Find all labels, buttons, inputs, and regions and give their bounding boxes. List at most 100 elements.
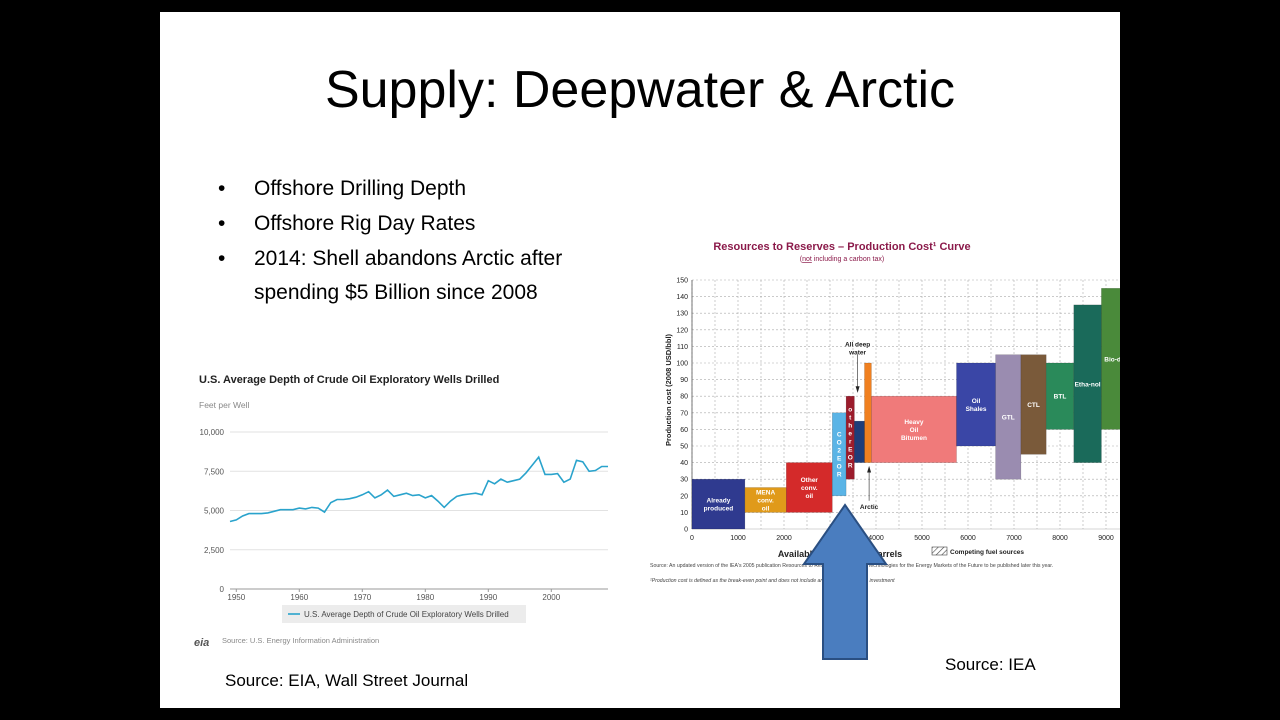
chart-subtitle: (not including a carbon tax)	[800, 256, 884, 263]
cost-block-rect	[854, 420, 865, 463]
cost-block: Bio-diesel	[1101, 288, 1120, 430]
y-tick-label: 50	[680, 444, 688, 451]
bullet-text: 2014: Shell abandons Arctic after spendi…	[254, 247, 563, 304]
y-tick-label: 100	[676, 361, 688, 368]
x-tick-label: 8000	[1052, 535, 1068, 542]
cost-block-rect	[1073, 304, 1102, 463]
y-tick-label: 0	[220, 585, 225, 594]
iea-cost-curve-chart: Resources to Reserves – Production Cost¹…	[650, 241, 1120, 584]
annotation-label: Arctic	[860, 504, 879, 511]
cost-block: Heavy Oil Bitumen	[871, 395, 957, 463]
y-tick-label: 150	[676, 278, 688, 285]
y-tick-label: 110	[677, 344, 688, 351]
chart-title: Resources to Reserves – Production Cost¹…	[713, 241, 970, 253]
cost-block-label: Heavy Oil Bitumen	[901, 419, 927, 442]
cost-block-label: BTL	[1054, 394, 1067, 401]
source-left: Source: EIA, Wall Street Journal	[225, 671, 469, 690]
y-axis-label: Production cost (2008 USD/bbl)	[664, 333, 673, 446]
y-tick-label: 10,000	[200, 428, 225, 437]
chart-title: U.S. Average Depth of Crude Oil Explorat…	[199, 374, 499, 386]
cost-block-label: MENA conv. oil	[756, 489, 775, 512]
y-tick-label: 2,500	[204, 546, 225, 555]
y-tick-label: 20	[680, 493, 688, 500]
legend-label: U.S. Average Depth of Crude Oil Explorat…	[304, 610, 509, 619]
x-tick-label: 0	[690, 535, 694, 542]
cost-block-label: Etha-nol	[1075, 381, 1101, 388]
cost-block-rect	[871, 395, 957, 463]
cost-block-label: Other conv. oil	[801, 477, 819, 500]
y-axis-label: Feet per Well	[199, 400, 250, 410]
y-tick-label: 140	[676, 294, 688, 301]
eia-logo: eia	[194, 637, 209, 649]
cost-block-label: Bio-diesel	[1104, 356, 1120, 363]
cost-block: Other conv. oil	[786, 462, 833, 513]
cost-block-rect	[1020, 354, 1047, 455]
cost-block: Etha-nol	[1073, 304, 1102, 463]
x-tick-label: 6000	[960, 535, 976, 542]
y-tick-label: 60	[680, 427, 688, 434]
cost-block-rect	[864, 362, 872, 463]
y-tick-label: 7,500	[204, 467, 225, 476]
x-tick-label: 4000	[868, 535, 884, 542]
y-tick-label: 130	[676, 311, 688, 318]
cost-block: Oil Shales	[956, 362, 996, 447]
cost-block-rect	[1045, 362, 1075, 430]
slide: Supply: Deepwater & Arctic • Offshore Dri…	[160, 12, 1120, 708]
y-tick-label: 90	[680, 377, 688, 384]
slide-title: Supply: Deepwater & Arctic	[324, 61, 956, 119]
bullet-item: • Offshore Rig Day Rates	[218, 212, 476, 235]
cost-block: CTL	[1020, 354, 1047, 455]
y-tick-label: 5,000	[204, 507, 225, 516]
series-line	[229, 455, 608, 523]
chart-footnote: ¹Production cost is defined as the break…	[650, 578, 895, 584]
annotation-arrowhead	[855, 386, 860, 393]
legend-swatch	[931, 546, 948, 556]
arrow-up-icon	[802, 503, 888, 660]
y-tick-label: 120	[676, 327, 688, 334]
x-tick-label: 7000	[1006, 535, 1022, 542]
y-tick-label: 80	[680, 394, 688, 401]
cost-block-label: GTL	[1002, 414, 1015, 421]
cost-block-label: CTL	[1027, 402, 1040, 409]
annotation-arrowhead	[867, 465, 872, 473]
cost-block-rect	[691, 478, 746, 530]
cost-block-label: Oil Shales	[966, 398, 987, 413]
legend-label: Competing fuel sources	[950, 549, 1024, 556]
y-tick-label: 10	[680, 510, 688, 517]
y-tick-label: 0	[684, 527, 688, 534]
cost-block-label: Already produced	[704, 498, 734, 513]
y-tick-label: 40	[680, 460, 688, 467]
legend-box	[282, 605, 526, 623]
cost-block-rect	[744, 487, 787, 513]
cost-block	[864, 362, 872, 463]
cost-block-rect	[786, 462, 833, 513]
cost-block	[854, 420, 865, 463]
bullet-list: • Offshore Drilling Depth • Offshore Rig D…	[212, 172, 632, 311]
x-tick-label: 1990	[479, 593, 497, 602]
bullet-item: • 2014: Shell abandons Arctic after spend…	[218, 247, 563, 304]
x-tick-label: 2000	[776, 535, 792, 542]
cost-block-rect	[995, 354, 1022, 480]
y-tick-label: 70	[680, 410, 688, 417]
x-tick-label: 2000	[542, 593, 560, 602]
cost-block: BTL	[1045, 362, 1075, 430]
cost-block: Already produced	[691, 478, 746, 530]
annotation-label: All deep water	[845, 341, 870, 356]
bullet-item: • Offshore Drilling Depth	[218, 177, 467, 200]
x-tick-label: 1950	[227, 593, 245, 602]
x-tick-label: 5000	[914, 535, 930, 542]
x-tick-label: 1980	[416, 593, 434, 602]
svg-text:eia: eia	[194, 637, 209, 649]
x-tick-label: 1970	[353, 593, 371, 602]
x-tick-label: 1000	[730, 535, 746, 542]
chart-source: Source: U.S. Energy Information Administ…	[222, 636, 379, 645]
cost-block: GTL	[995, 354, 1022, 480]
source-right: Source: IEA	[945, 655, 1036, 674]
x-tick-label: 1960	[290, 593, 308, 602]
bullet-text: Offshore Drilling Depth	[254, 177, 467, 200]
y-tick-label: 30	[680, 477, 688, 484]
